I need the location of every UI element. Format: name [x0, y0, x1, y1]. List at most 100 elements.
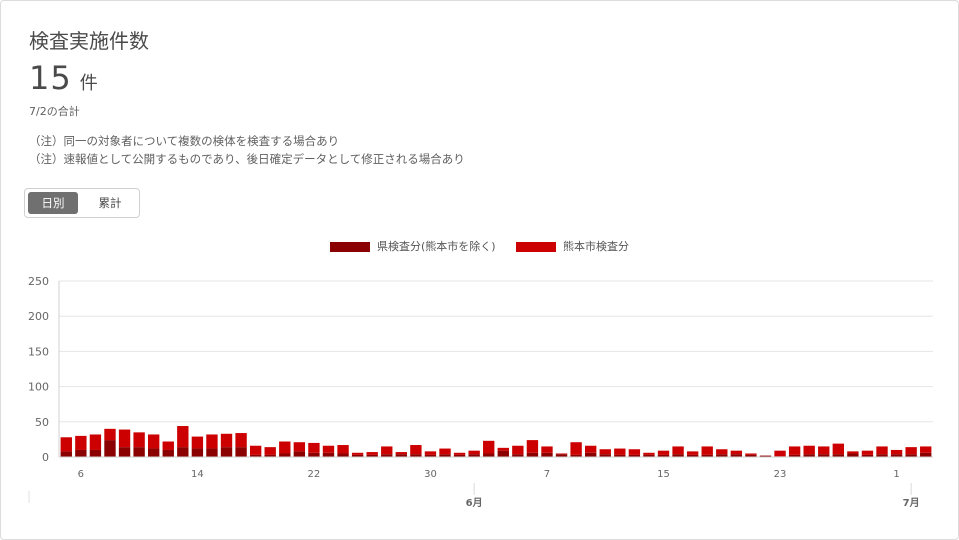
bar-pref	[614, 454, 626, 457]
bar-city	[512, 445, 524, 455]
y-tick-label: 250	[28, 275, 49, 288]
bar-pref	[847, 453, 859, 457]
x-tick-label: 7	[544, 469, 550, 480]
cumulative-toggle-button[interactable]: 累計	[98, 196, 122, 210]
bar-city	[264, 447, 276, 455]
bar-pref	[759, 455, 772, 457]
month-tick-label: 7月	[903, 497, 920, 509]
bar-city	[308, 442, 320, 453]
bar-pref	[570, 454, 582, 457]
date-label: 7/2の合計	[29, 105, 80, 118]
bar-city	[220, 433, 233, 448]
bar-pref	[788, 454, 801, 457]
bar-pref	[293, 451, 306, 457]
bar-city	[249, 445, 262, 455]
bar-pref	[541, 452, 553, 457]
bar-pref	[686, 454, 699, 457]
bar-pref	[220, 447, 233, 457]
bar-pref	[905, 454, 917, 457]
bar-city	[322, 445, 335, 453]
bar-pref	[745, 454, 757, 457]
bar-pref	[716, 454, 728, 457]
daily-toggle-button[interactable]: 日別	[28, 192, 78, 214]
bar-pref	[701, 454, 713, 457]
card-title: 検査実施件数	[29, 29, 149, 53]
bar-city	[337, 445, 349, 454]
bar-city	[497, 447, 509, 451]
bar-city	[206, 434, 218, 449]
bar-city	[555, 453, 568, 455]
bar-pref	[643, 454, 655, 457]
bar-city	[177, 426, 189, 448]
view-toggle: 日別 累計	[24, 188, 140, 218]
y-tick-label: 200	[28, 310, 49, 323]
bar-city	[235, 433, 247, 448]
bar-pref	[861, 454, 874, 457]
bar-pref	[410, 454, 422, 457]
x-tick-label: 22	[308, 469, 321, 480]
bar-pref	[555, 454, 568, 457]
bar-pref	[191, 448, 204, 457]
bar-pref	[75, 449, 87, 457]
bar-pref	[483, 453, 495, 457]
bar-city	[293, 442, 306, 452]
month-tick-label: 6月	[466, 497, 483, 509]
bar-pref	[351, 454, 364, 457]
bar-city	[803, 445, 815, 455]
bar-city	[410, 445, 422, 455]
y-tick-label: 0	[42, 451, 49, 464]
bar-pref	[337, 453, 349, 457]
bar-pref	[264, 454, 276, 457]
bar-pref	[468, 454, 480, 457]
x-tick-label: 23	[774, 469, 787, 480]
y-tick-label: 100	[28, 381, 49, 394]
bar-city	[657, 450, 670, 455]
bar-city	[424, 451, 437, 455]
bar-pref	[628, 454, 641, 457]
bar-city	[381, 446, 393, 455]
notes: （注）同一の対象者について複数の検体を検査する場合あり （注）速報値として公開す…	[29, 132, 465, 168]
bar-pref	[818, 454, 830, 457]
legend-label-city: 熊本市検査分	[563, 240, 629, 253]
bar-city	[599, 449, 611, 455]
bar-city	[788, 446, 801, 455]
bar-pref	[890, 454, 903, 457]
x-tick-label: 15	[657, 469, 670, 480]
bar-city	[920, 446, 932, 453]
bar-pref	[453, 454, 466, 457]
bar-city	[191, 436, 204, 449]
bar-pref	[104, 440, 116, 457]
bar-pref	[366, 454, 378, 457]
x-tick-label: 14	[191, 469, 204, 480]
bar-pref	[308, 452, 320, 457]
bar-pref	[585, 452, 597, 457]
legend-swatch-pref	[330, 242, 370, 252]
bar-city	[104, 428, 116, 441]
bar-pref	[206, 448, 218, 457]
bar-city	[75, 435, 87, 450]
bar-city	[483, 440, 495, 454]
bar-pref	[235, 447, 247, 457]
bar-city	[905, 447, 917, 455]
note-line: （注）同一の対象者について複数の検体を検査する場合あり	[29, 134, 340, 148]
bar-city	[162, 441, 174, 450]
bar-chart: 0 50 100 150 200 250 6 14 22 30 7 15 23 1 6月 7月	[28, 275, 933, 509]
bar-city	[133, 432, 145, 448]
bar-city	[279, 441, 291, 454]
bar-city	[585, 445, 597, 453]
bar-pref	[512, 454, 524, 457]
bar-city	[570, 442, 582, 455]
bar-pref	[672, 454, 684, 457]
bar-city	[847, 451, 859, 454]
bar-pref	[60, 451, 72, 457]
bar-pref	[118, 447, 131, 457]
bar-pref	[920, 452, 932, 457]
bar-pref	[424, 454, 437, 457]
bar-pref	[657, 454, 670, 457]
total-value: 15	[29, 59, 72, 97]
bar-pref	[177, 447, 189, 457]
bar-city	[395, 452, 407, 455]
bar-pref	[876, 454, 888, 457]
bar-city	[686, 451, 699, 455]
